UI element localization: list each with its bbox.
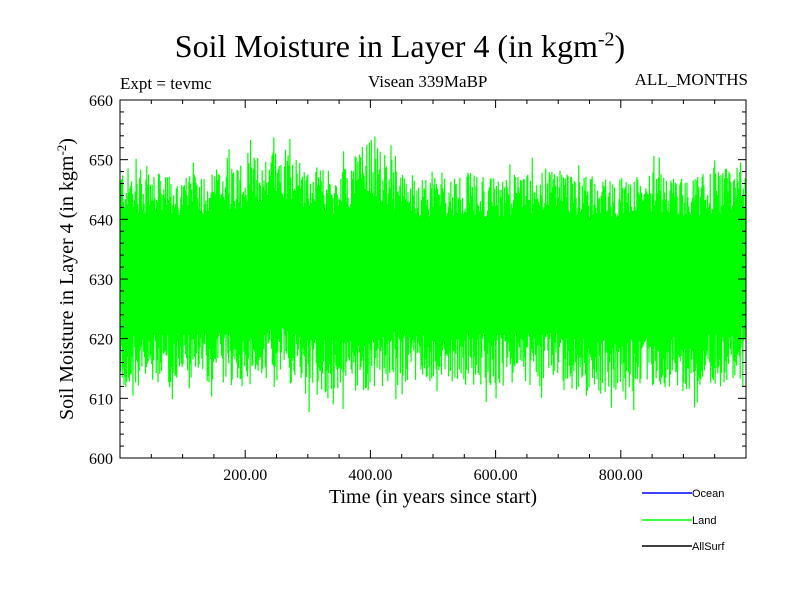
axes-layer: 600 610 620 630 640 650 660 200.00 400.00 600.00 8… [89, 93, 746, 484]
legend-label-land: Land [692, 515, 716, 527]
x-tick-label: 400.00 [348, 467, 392, 484]
run-label: Visean 339MaBP [368, 72, 488, 91]
x-tick-label: 600.00 [474, 467, 518, 484]
x-tick-label: 800.00 [599, 467, 643, 484]
chart-title: Soil Moisture in Layer 4 (in kgm-2) [174, 28, 626, 64]
y-tick-label: 610 [89, 391, 113, 408]
y-tick-label: 620 [89, 332, 113, 349]
legend: Ocean Land AllSurf [642, 488, 725, 553]
x-axis-label: Time (in years since start) [329, 486, 537, 508]
y-tick-label: 660 [89, 93, 113, 110]
y-tick-label: 650 [89, 153, 113, 170]
series-layer [119, 136, 747, 413]
y-tick-label: 600 [89, 451, 113, 468]
x-tick-label: 200.00 [223, 467, 267, 484]
y-axis-label: Soil Moisture in Layer 4 (in kgm-2) [54, 138, 78, 420]
legend-label-ocean: Ocean [692, 488, 724, 500]
months-label: ALL_MONTHS [634, 70, 748, 89]
y-tick-label: 640 [89, 212, 113, 229]
land-series-line [119, 136, 747, 413]
legend-label-allsurf: AllSurf [692, 541, 725, 553]
y-tick-label: 630 [89, 272, 113, 289]
experiment-label: Expt = tevmc [120, 74, 212, 93]
